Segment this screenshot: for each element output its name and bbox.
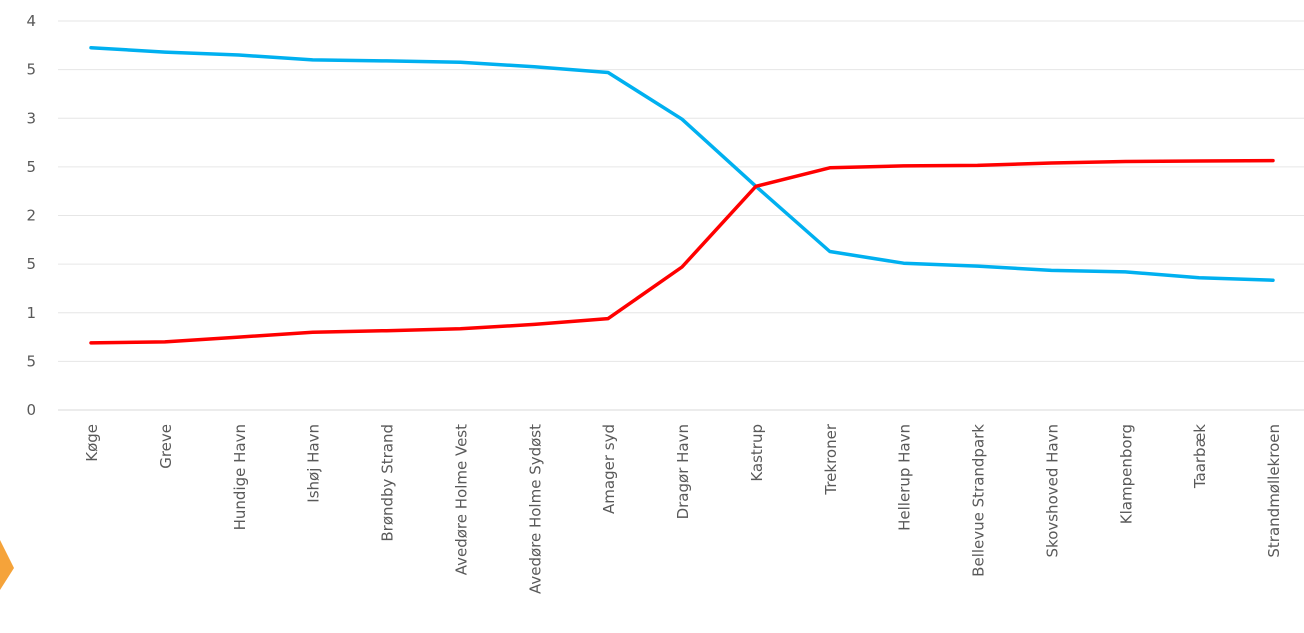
series-lines bbox=[91, 48, 1273, 343]
x-tick-label: Hellerup Havn bbox=[896, 424, 914, 531]
x-tick-label: Ishøj Havn bbox=[305, 424, 323, 503]
x-tick-label: Køge bbox=[83, 424, 101, 462]
y-tick-label: 1 bbox=[26, 304, 36, 322]
x-tick-label: Avedøre Holme Vest bbox=[452, 424, 470, 575]
y-tick-label: 5 bbox=[26, 352, 36, 370]
x-tick-label: Klampenborg bbox=[1117, 424, 1135, 524]
y-tick-label: 4 bbox=[26, 12, 36, 30]
y-tick-label: 2 bbox=[26, 207, 36, 225]
x-tick-label: Dragør Havn bbox=[674, 424, 692, 519]
y-tick-label: 3 bbox=[26, 109, 36, 127]
x-tick-label: Brøndby Strand bbox=[379, 424, 397, 542]
series-line-2 bbox=[91, 161, 1273, 343]
x-tick-label: Avedøre Holme Sydøst bbox=[526, 424, 544, 594]
y-tick-label: 0 bbox=[26, 401, 36, 419]
x-tick-label: Taarbæk bbox=[1191, 424, 1209, 489]
y-tick-label: 5 bbox=[26, 255, 36, 273]
x-tick-label: Hundige Havn bbox=[231, 424, 249, 530]
y-tick-label: 5 bbox=[26, 158, 36, 176]
x-tick-label: Strandmøllekroen bbox=[1265, 424, 1283, 558]
x-axis-ticks: Køge Greve Hundige Havn Ishøj Havn Brøndby S… bbox=[83, 423, 1283, 594]
series-line-1 bbox=[91, 48, 1273, 281]
x-tick-label: Bellevue Strandpark bbox=[970, 424, 988, 577]
y-tick-label: 5 bbox=[26, 61, 36, 79]
x-tick-label: Amager syd bbox=[600, 424, 618, 514]
x-tick-label: Greve bbox=[157, 424, 175, 469]
gridlines bbox=[58, 21, 1304, 410]
x-tick-label: Skovshoved Havn bbox=[1043, 424, 1061, 557]
x-tick-label: Trekroner bbox=[822, 423, 840, 495]
orange-corner-shape bbox=[0, 540, 14, 590]
x-tick-label: Kastrup bbox=[748, 424, 766, 482]
y-axis-ticks: 0 5 1 5 2 5 3 5 4 bbox=[26, 12, 36, 419]
